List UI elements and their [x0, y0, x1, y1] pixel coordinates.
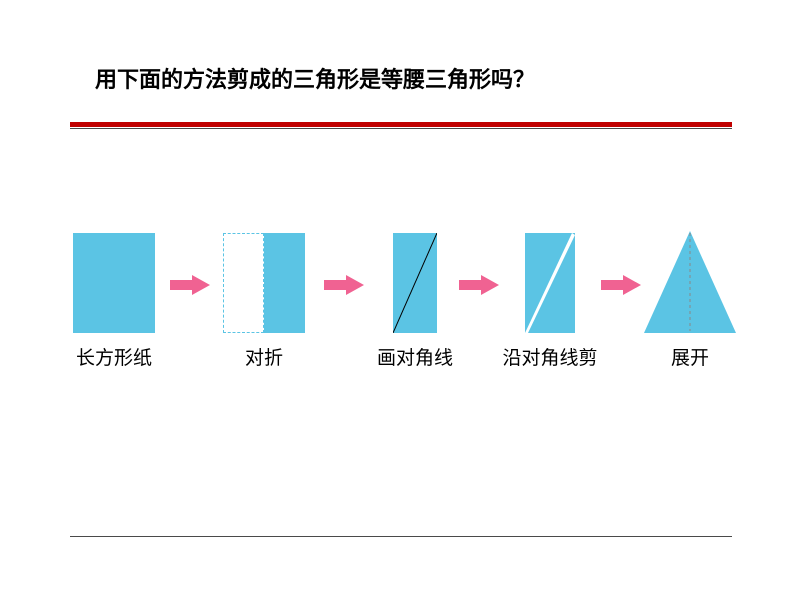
arrow-4 [601, 275, 641, 295]
step-1: 长方形纸 [73, 233, 155, 370]
arrow-2 [324, 275, 364, 295]
slide-title: 用下面的方法剪成的三角形是等腰三角形吗？ [95, 62, 535, 94]
step-2: 对折 [223, 233, 305, 370]
title-underline-red [70, 122, 732, 127]
arrow-3 [459, 275, 499, 295]
step-5: 展开 [644, 231, 736, 370]
step-3: 画对角线 [371, 233, 459, 370]
diagonal-rect [393, 233, 437, 333]
triangle-shape [644, 231, 736, 333]
step3-label: 画对角线 [371, 343, 459, 370]
step-4: 沿对角线剪 [500, 233, 600, 370]
step1-label: 长方形纸 [73, 343, 155, 370]
cut-rect [525, 233, 575, 333]
bottom-rule [70, 536, 732, 537]
step4-label: 沿对角线剪 [500, 343, 600, 370]
title-underline-black [70, 128, 732, 129]
folded-shape [223, 233, 305, 333]
arrow-1 [170, 275, 210, 295]
rectangle-shape [73, 233, 155, 333]
step2-label: 对折 [223, 343, 305, 370]
step5-label: 展开 [644, 343, 736, 370]
diagram: 长方形纸 对折 画对角线 [68, 225, 738, 395]
